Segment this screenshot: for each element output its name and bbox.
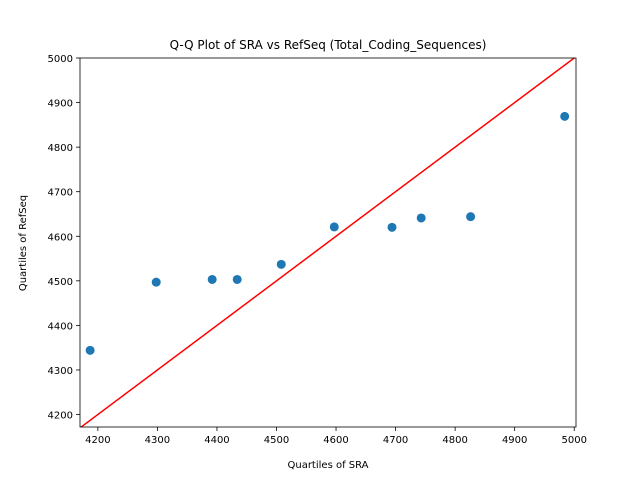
y-axis-label: Quartiles of RefSeq (18, 195, 29, 291)
x-tick-label: 4500 (264, 435, 289, 446)
y-tick-label: 4300 (48, 366, 73, 377)
data-point (560, 111, 570, 121)
y-tick-label: 4900 (48, 99, 73, 110)
y-tick-label: 4400 (48, 321, 73, 332)
data-point (151, 277, 161, 287)
y-tick-label: 4200 (48, 411, 73, 422)
y-tick-label: 4500 (48, 277, 73, 288)
axes-frame (79, 57, 577, 428)
data-point (387, 222, 397, 232)
y-tick-label: 4700 (48, 188, 73, 199)
data-point (85, 345, 95, 355)
x-tick-label: 4300 (145, 435, 170, 446)
data-point (276, 259, 286, 269)
plot-contents (80, 58, 576, 427)
x-tick-label: 4600 (323, 435, 348, 446)
reference-line (80, 58, 576, 427)
data-point (329, 222, 339, 232)
x-axis-label: Quartiles of SRA (287, 460, 368, 471)
x-tick-label: 4900 (502, 435, 527, 446)
data-point (232, 274, 242, 284)
data-point (416, 213, 426, 223)
y-tick-label: 4600 (48, 232, 73, 243)
x-tick-label: 4200 (85, 435, 110, 446)
y-tick-label: 5000 (48, 54, 73, 65)
x-tick-label: 5000 (561, 435, 586, 446)
x-tick-label: 4800 (442, 435, 467, 446)
data-point (466, 212, 476, 222)
data-point (207, 274, 217, 284)
x-tick-label: 4400 (204, 435, 229, 446)
plot-area: 4200 4300 4400 4500 4600 4700 4800 4900 5000 4200… (48, 54, 587, 446)
chart-title: Q-Q Plot of SRA vs RefSeq (Total_Coding_… (170, 38, 487, 52)
y-tick-label: 4800 (48, 143, 73, 154)
x-tick-label: 4700 (383, 435, 408, 446)
